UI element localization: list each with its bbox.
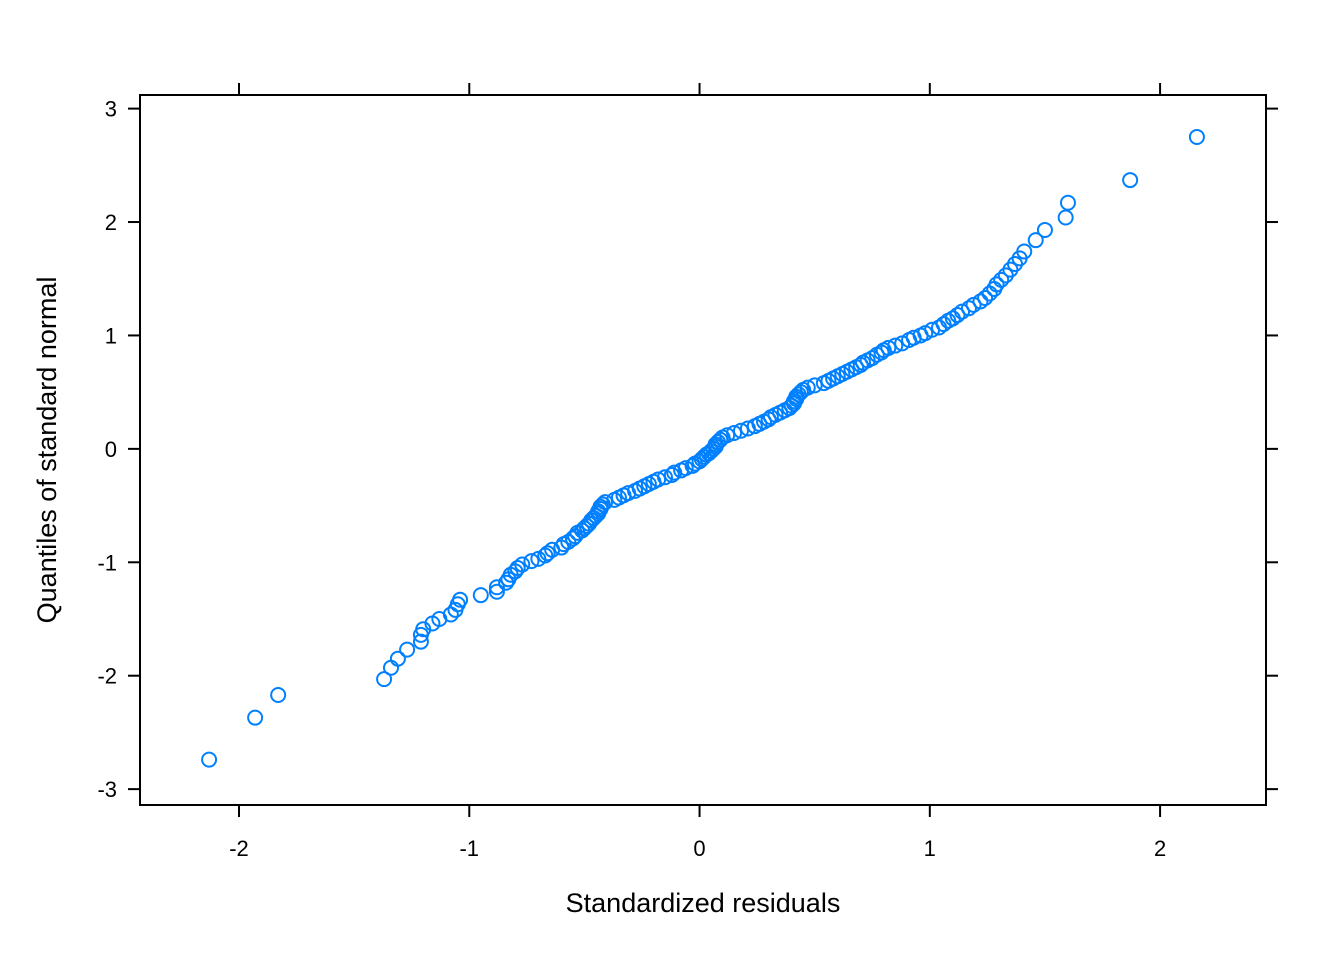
data-point: [399, 641, 416, 658]
data-point: [719, 427, 736, 444]
y-tick-label: 1: [105, 323, 117, 348]
data-point: [657, 469, 674, 486]
data-point: [1059, 194, 1076, 211]
data-point: [1057, 209, 1074, 226]
y-tick-label: -3: [97, 777, 117, 802]
x-tick-label: 2: [1154, 836, 1166, 861]
data-point: [412, 633, 429, 650]
axis-tick-labels: -2 -1 0 1 2 -3 -2 -1 0 1 2 3: [97, 97, 1166, 861]
data-point: [677, 460, 694, 477]
plot-frame: [139, 94, 1267, 806]
data-point: [1027, 232, 1044, 249]
data-point: [988, 276, 1005, 293]
data-point: [977, 290, 994, 307]
data-point: [201, 751, 218, 768]
data-point: [597, 494, 614, 511]
y-tick-label: -2: [97, 664, 117, 689]
data-point: [949, 307, 966, 324]
data-point: [1016, 243, 1033, 260]
data-point: [887, 337, 904, 354]
data-point: [382, 659, 399, 676]
y-axis-title: Quantiles of standard normal: [32, 277, 62, 624]
x-tick-label: 1: [924, 836, 936, 861]
data-point: [732, 422, 749, 439]
data-point: [650, 471, 667, 488]
y-tick-label: 3: [105, 97, 117, 122]
data-point: [592, 498, 609, 515]
x-tick-label: -1: [459, 836, 479, 861]
data-point: [488, 579, 505, 596]
data-point: [726, 424, 743, 441]
data-point: [799, 379, 816, 396]
data-point: [472, 587, 489, 604]
data-points: [201, 128, 1205, 768]
data-point: [270, 686, 287, 703]
x-tick-label: 0: [693, 836, 705, 861]
data-point: [972, 293, 989, 310]
data-point: [509, 559, 526, 576]
data-point: [663, 466, 680, 483]
axis-ticks: [128, 83, 1278, 817]
data-point: [498, 574, 515, 591]
data-point: [1188, 128, 1205, 145]
x-tick-label: -2: [229, 836, 249, 861]
data-point: [880, 339, 897, 356]
data-point: [1036, 221, 1053, 238]
data-point: [993, 271, 1010, 288]
data-point: [1122, 172, 1139, 189]
data-point: [806, 377, 823, 394]
data-point: [247, 709, 264, 726]
y-tick-label: 2: [105, 210, 117, 235]
data-point: [488, 583, 505, 600]
y-tick-label: -1: [97, 550, 117, 575]
y-tick-label: 0: [105, 437, 117, 462]
x-axis-title: Standardized residuals: [566, 888, 841, 918]
data-point: [514, 556, 531, 573]
data-point: [389, 650, 406, 667]
data-point: [539, 545, 556, 562]
data-point: [523, 553, 540, 570]
data-point: [376, 671, 393, 688]
data-point: [452, 591, 469, 608]
data-point: [960, 300, 977, 317]
